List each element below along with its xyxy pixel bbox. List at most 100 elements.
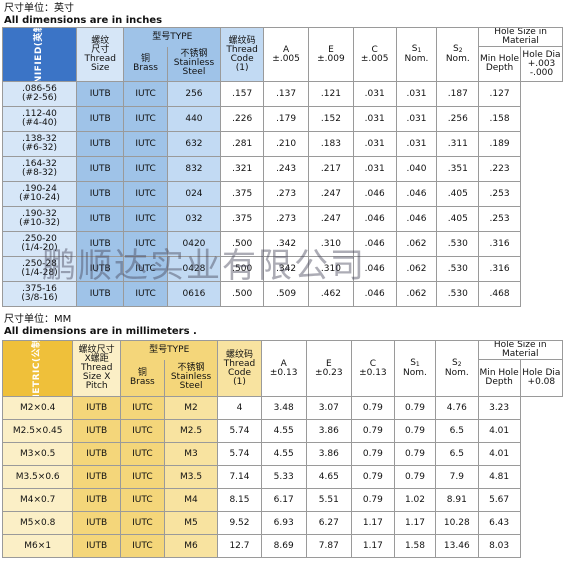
cell-s2: .062: [395, 281, 438, 307]
cell-thread-code: 832: [166, 156, 222, 182]
cell-thread-size: .190-32 (#10-32): [1, 206, 78, 232]
cell-brass: IUTB: [72, 465, 122, 489]
cell-a: 7.14: [217, 465, 262, 489]
cell-stainless: IUTC: [120, 465, 165, 489]
cell-a: .321: [220, 156, 265, 182]
cell-hole-dia: .253: [478, 181, 521, 207]
cell-s1: 0.79: [350, 442, 395, 466]
cell-min-hole-depth: 6.5: [435, 419, 479, 443]
cell-thread-size: M2.5×0.45: [1, 419, 74, 443]
cell-min-hole-depth: .530: [436, 231, 480, 257]
cell-s2: 1.02: [393, 488, 437, 512]
cell-s2: 0.79: [393, 442, 437, 466]
cell-s2: .031: [395, 131, 438, 157]
cell-brass: IUTB: [76, 256, 125, 282]
header-min-hole-depth: Min Hole Depth: [478, 46, 521, 82]
cell-stainless: IUTC: [120, 511, 165, 535]
cell-thread-code: 0428: [166, 256, 222, 282]
header-type: 型号TYPE: [123, 27, 222, 47]
table-row: M2×0.4 IUTB IUTC M2 4 3.48 3.07 0.79 0.79 4.76 3.2…: [1, 396, 563, 420]
cell-thread-code: M3: [163, 442, 219, 466]
cell-brass: IUTB: [76, 81, 125, 107]
cell-thread-code: M2: [163, 396, 219, 420]
cell-brass: IUTB: [76, 106, 125, 132]
unified-unit-en: All dimensions are in inches: [4, 15, 163, 26]
cell-hole-dia: 5.67: [477, 488, 521, 512]
cell-thread-size: M4×0.7: [1, 488, 74, 512]
cell-stainless: IUTC: [120, 396, 165, 420]
cell-e: .342: [263, 231, 310, 257]
cell-e: .137: [263, 81, 310, 107]
cell-thread-code: 0420: [166, 231, 222, 257]
cell-thread-size: M5×0.8: [1, 511, 74, 535]
cell-a: 12.7: [217, 534, 262, 558]
cell-a: 9.52: [217, 511, 262, 535]
header-a: A ±.005: [263, 27, 310, 82]
cell-thread-code: M3.5: [163, 465, 219, 489]
cell-stainless: IUTC: [123, 106, 168, 132]
cell-thread-code: 632: [166, 131, 222, 157]
cell-min-hole-depth: .530: [436, 281, 480, 307]
cell-stainless: IUTC: [120, 488, 165, 512]
cell-e: .273: [263, 206, 310, 232]
cell-s1: 0.79: [350, 465, 395, 489]
cell-a: .500: [220, 231, 265, 257]
cell-stainless: IUTC: [123, 281, 168, 307]
cell-thread-code: 440: [166, 106, 222, 132]
cell-brass: IUTB: [72, 442, 122, 466]
cell-e: 5.33: [260, 465, 307, 489]
cell-hole-dia: .189: [478, 131, 521, 157]
cell-s1: .031: [352, 131, 397, 157]
cell-e: .210: [263, 131, 310, 157]
cell-thread-code: M2.5: [163, 419, 219, 443]
cell-min-hole-depth: .311: [436, 131, 480, 157]
cell-c: .217: [308, 156, 354, 182]
cell-thread-code: 032: [166, 206, 222, 232]
cell-min-hole-depth: .405: [436, 181, 480, 207]
cell-e: 4.55: [260, 442, 307, 466]
header-thread-size-pitch: 螺纹尺寸 X螺距 Thread Size X Pitch: [72, 340, 122, 397]
cell-stainless: IUTC: [120, 534, 165, 558]
metric-spec-table: METRIC(公制) 螺纹尺寸 X螺距 Thread Size X Pitch 型号TY…: [1, 340, 563, 558]
cell-c: .310: [308, 231, 354, 257]
cell-hole-dia: .223: [478, 156, 521, 182]
cell-hole-dia: 8.03: [477, 534, 521, 558]
header-hole-dia: Hole Dia +.003 -.000: [519, 46, 563, 82]
cell-min-hole-depth: 4.76: [435, 396, 479, 420]
cell-hole-dia: 4.81: [477, 465, 521, 489]
cell-thread-code: M6: [163, 534, 219, 558]
cell-c: 3.86: [305, 419, 352, 443]
cell-thread-size: M2×0.4: [1, 396, 74, 420]
cell-stainless: IUTC: [123, 81, 168, 107]
table-row: .112-40 (#4-40) IUTB IUTC 440.226.179.152.03…: [1, 106, 563, 132]
header-stainless: 不锈钢 Stainless Steel: [163, 359, 219, 397]
cell-s1: .046: [352, 281, 397, 307]
header-a: A ±0.13: [260, 340, 307, 397]
cell-brass: IUTB: [72, 419, 122, 443]
cell-hole-dia: .468: [478, 281, 521, 307]
cell-c: 6.27: [305, 511, 352, 535]
cell-c: 3.07: [305, 396, 352, 420]
header-s1: S1 Nom.: [395, 27, 438, 82]
header-hole-size: Hole Size in Material: [477, 340, 563, 360]
table-row: M3×0.5 IUTB IUTC M3 5.74 4.55 3.86 0.79 0.79 6.5 4…: [1, 442, 563, 466]
cell-brass: IUTB: [72, 511, 122, 535]
cell-brass: IUTB: [76, 156, 125, 182]
cell-brass: IUTB: [76, 231, 125, 257]
cell-brass: IUTB: [72, 488, 122, 512]
cell-s2: .031: [395, 106, 438, 132]
cell-a: .226: [220, 106, 265, 132]
cell-brass: IUTB: [76, 206, 125, 232]
table-row: M3.5×0.6 IUTB IUTC M3.5 7.14 5.33 4.65 0.79 0.79…: [1, 465, 563, 489]
header-thread-size: 螺纹 尺寸 Thread Size: [76, 27, 125, 82]
cell-min-hole-depth: 8.91: [435, 488, 479, 512]
cell-hole-dia: 4.01: [477, 442, 521, 466]
metric-unit-cn: 尺寸单位：MM: [4, 314, 72, 325]
cell-c: 7.87: [305, 534, 352, 558]
cell-a: 5.74: [217, 419, 262, 443]
table-row: M4×0.7 IUTB IUTC M4 8.15 6.17 5.51 0.79 1.02 8.91…: [1, 488, 563, 512]
cell-s2: .062: [395, 256, 438, 282]
cell-thread-size: .164-32 (#8-32): [1, 156, 78, 182]
cell-min-hole-depth: 13.46: [435, 534, 479, 558]
header-thread-code: 螺纹码 Thread Code (1): [220, 27, 265, 82]
